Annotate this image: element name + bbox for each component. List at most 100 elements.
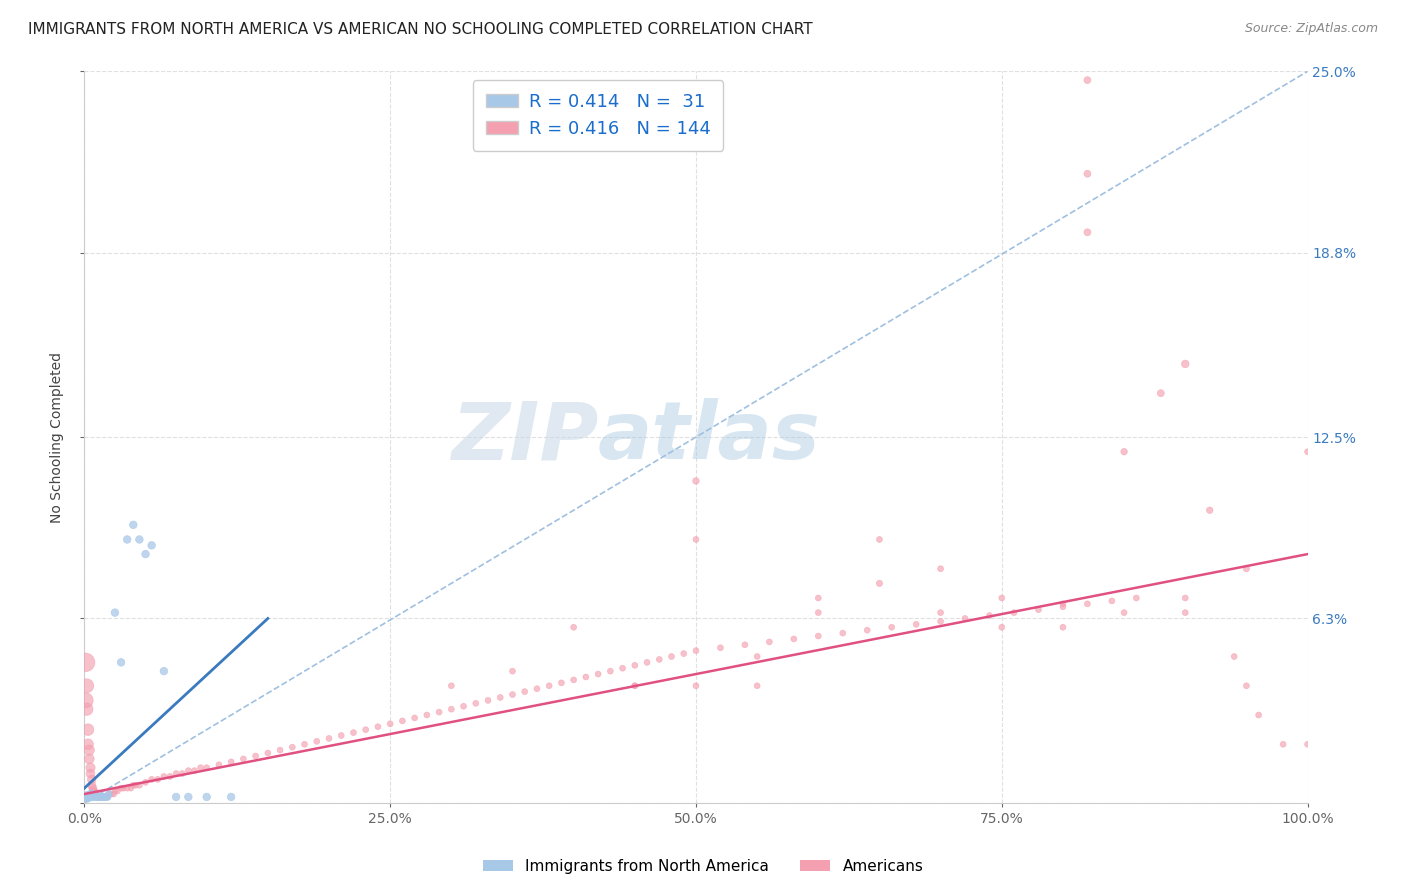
- Point: [526, 681, 548, 696]
- Point: [831, 626, 853, 640]
- Point: [89, 789, 111, 804]
- Point: [87, 789, 110, 804]
- Point: [77, 789, 100, 804]
- Text: atlas: atlas: [598, 398, 821, 476]
- Point: [76, 679, 98, 693]
- Point: [734, 638, 756, 652]
- Point: [354, 723, 377, 737]
- Point: [87, 789, 110, 804]
- Point: [550, 676, 572, 690]
- Point: [1223, 649, 1246, 664]
- Point: [1114, 606, 1136, 620]
- Point: [661, 649, 683, 664]
- Point: [1076, 167, 1098, 181]
- Point: [165, 766, 187, 780]
- Point: [538, 679, 561, 693]
- Point: [636, 656, 658, 670]
- Point: [82, 787, 104, 801]
- Point: [94, 789, 117, 804]
- Point: [624, 679, 647, 693]
- Point: [165, 789, 187, 804]
- Point: [232, 752, 254, 766]
- Point: [86, 787, 108, 801]
- Point: [75, 693, 97, 707]
- Point: [84, 789, 107, 804]
- Point: [1052, 597, 1074, 611]
- Point: [318, 731, 340, 746]
- Point: [115, 781, 138, 796]
- Point: [153, 769, 176, 783]
- Point: [869, 533, 891, 547]
- Point: [82, 784, 104, 798]
- Point: [83, 789, 105, 804]
- Point: [502, 664, 524, 678]
- Point: [91, 789, 114, 804]
- Point: [856, 623, 879, 637]
- Point: [80, 778, 103, 792]
- Point: [404, 711, 426, 725]
- Point: [1076, 73, 1098, 87]
- Point: [1125, 591, 1147, 605]
- Point: [562, 620, 585, 634]
- Point: [84, 787, 107, 801]
- Point: [624, 658, 647, 673]
- Point: [427, 705, 450, 719]
- Point: [208, 757, 231, 772]
- Point: [685, 679, 707, 693]
- Point: [477, 693, 499, 707]
- Point: [219, 789, 242, 804]
- Point: [599, 664, 621, 678]
- Point: [1076, 225, 1098, 239]
- Point: [91, 789, 114, 804]
- Point: [281, 740, 304, 755]
- Point: [135, 775, 157, 789]
- Point: [135, 547, 157, 561]
- Point: [513, 684, 536, 698]
- Point: [97, 789, 120, 804]
- Point: [80, 789, 103, 804]
- Point: [1076, 597, 1098, 611]
- Point: [269, 743, 291, 757]
- Point: [953, 611, 976, 625]
- Point: [115, 533, 138, 547]
- Point: [103, 787, 125, 801]
- Point: [159, 769, 181, 783]
- Point: [141, 772, 163, 787]
- Point: [77, 737, 100, 751]
- Point: [1052, 599, 1074, 614]
- Point: [807, 629, 830, 643]
- Point: [612, 661, 634, 675]
- Point: [76, 702, 98, 716]
- Point: [97, 789, 120, 804]
- Point: [783, 632, 806, 646]
- Point: [125, 778, 148, 792]
- Point: [80, 772, 103, 787]
- Point: [1101, 594, 1123, 608]
- Point: [586, 667, 609, 681]
- Point: [93, 789, 115, 804]
- Point: [1236, 562, 1258, 576]
- Point: [489, 690, 512, 705]
- Point: [79, 761, 101, 775]
- Point: [128, 533, 150, 547]
- Point: [416, 708, 439, 723]
- Point: [1236, 679, 1258, 693]
- Point: [87, 789, 110, 804]
- Point: [624, 679, 647, 693]
- Point: [245, 749, 267, 764]
- Point: [929, 562, 952, 576]
- Point: [380, 716, 402, 731]
- Point: [190, 761, 212, 775]
- Point: [1296, 444, 1319, 458]
- Point: [1150, 386, 1173, 401]
- Point: [1114, 444, 1136, 458]
- Point: [1174, 591, 1197, 605]
- Point: [685, 643, 707, 657]
- Point: [77, 752, 100, 766]
- Point: [76, 789, 98, 804]
- Point: [96, 789, 118, 804]
- Point: [905, 617, 928, 632]
- Point: [464, 696, 486, 710]
- Point: [110, 781, 132, 796]
- Point: [453, 699, 475, 714]
